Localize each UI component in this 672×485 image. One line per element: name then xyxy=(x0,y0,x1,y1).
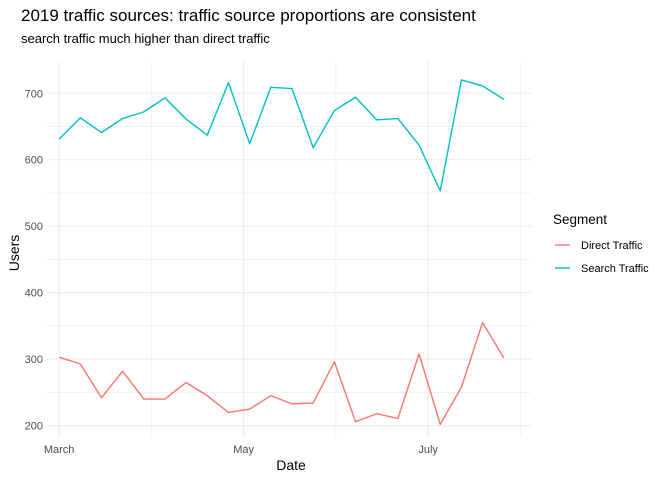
y-tick-label: 700 xyxy=(25,88,43,100)
y-tick-label: 300 xyxy=(25,354,43,366)
x-tick-label: March xyxy=(44,444,75,456)
search-traffic-line xyxy=(58,79,505,192)
legend-label-search-traffic: Search Traffic xyxy=(581,263,649,275)
y-tick-label: 200 xyxy=(25,421,43,433)
legend-label-direct-traffic: Direct Traffic xyxy=(581,240,643,252)
x-axis-tick-labels: March May July xyxy=(44,444,439,456)
chart-subtitle: search traffic much higher than direct t… xyxy=(21,31,270,46)
y-tick-label: 600 xyxy=(25,155,43,167)
direct-traffic-line xyxy=(58,321,505,426)
y-axis-tick-labels: 200 300 400 500 600 700 xyxy=(25,88,43,432)
chart-title: 2019 traffic sources: traffic source pro… xyxy=(21,6,476,25)
minor-gridlines xyxy=(47,62,531,437)
legend-title: Segment xyxy=(553,212,607,227)
legend: Segment Direct Traffic Search Traffic xyxy=(553,212,649,275)
y-axis-label: Users xyxy=(6,235,22,272)
y-tick-label: 500 xyxy=(25,221,43,233)
x-tick-label: July xyxy=(418,444,438,456)
x-axis-label: Date xyxy=(276,457,306,473)
x-tick-label: May xyxy=(233,444,254,456)
y-tick-label: 400 xyxy=(25,288,43,300)
series-lines xyxy=(58,79,505,426)
